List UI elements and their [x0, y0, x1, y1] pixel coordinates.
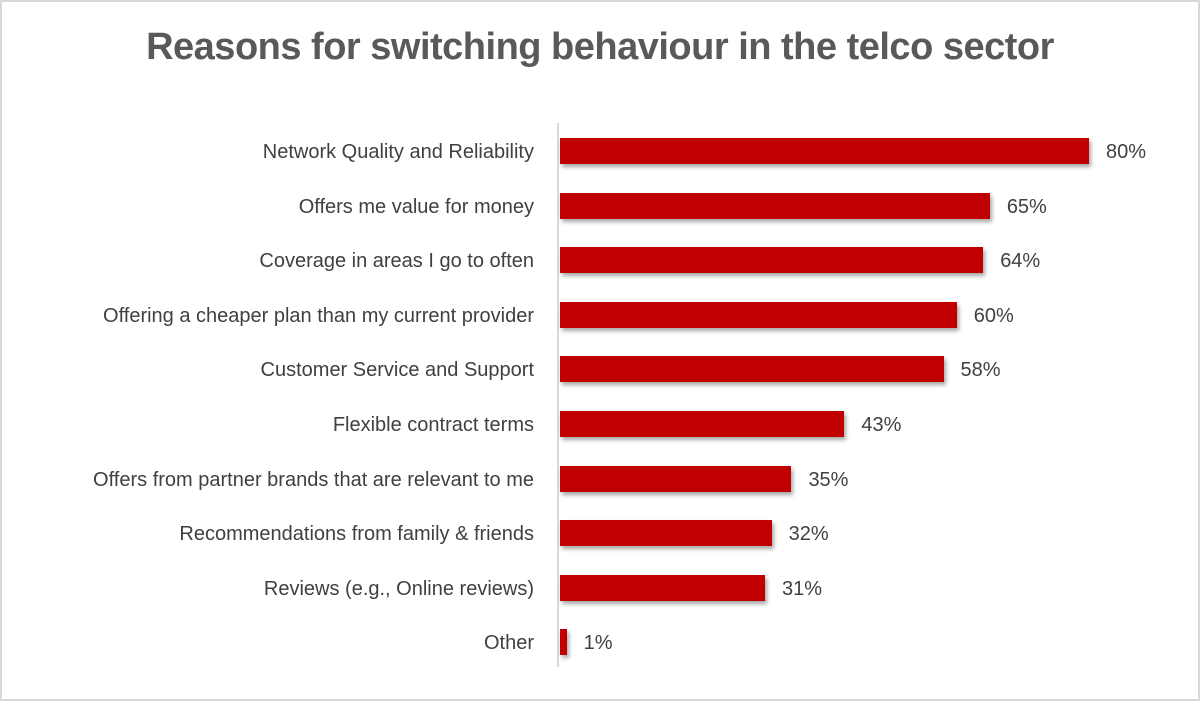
bar-row: Recommendations from family & friends 32%: [0, 520, 1200, 548]
bar: [560, 192, 990, 219]
value-label: 43%: [861, 414, 902, 436]
value-label: 65%: [1006, 195, 1047, 218]
value-label: 1%: [583, 632, 613, 655]
category-label: Customer Service and Support: [260, 359, 534, 382]
bar: [560, 520, 772, 547]
category-label: Other: [483, 632, 534, 655]
bar-row: Offers from partner brands that are rele…: [0, 465, 1200, 494]
category-label: Offers me value for money: [298, 195, 534, 218]
category-label: Network Quality and Reliability: [262, 141, 534, 163]
bar: [560, 301, 957, 328]
value-label: 64%: [1000, 250, 1041, 273]
bar-row: Other 1%: [0, 629, 1200, 657]
y-axis-line: [557, 123, 559, 667]
category-label: Reviews (e.g., Online reviews): [263, 577, 534, 600]
value-label: 32%: [788, 523, 829, 546]
category-label: Offering a cheaper plan than my current …: [103, 304, 534, 327]
bar-row: Offering a cheaper plan than my current …: [0, 301, 1200, 330]
value-label: 58%: [960, 359, 1001, 382]
bar-row: Coverage in areas I go to often 64%: [0, 247, 1200, 275]
bar-row: Offers me value for money 65%: [0, 192, 1200, 221]
bar: [560, 411, 845, 437]
category-label: Flexible contract terms: [332, 414, 534, 436]
bar-row: Customer Service and Support 58%: [0, 356, 1200, 384]
value-label: 35%: [808, 468, 849, 491]
bar: [560, 574, 765, 601]
bar-row: Network Quality and Reliability 80%: [0, 138, 1200, 166]
value-label: 31%: [781, 577, 823, 600]
chart-title: Reasons for switching behaviour in the t…: [146, 26, 1054, 68]
bar: [560, 465, 792, 492]
category-label: Recommendations from family & friends: [179, 523, 534, 546]
value-label: 60%: [973, 304, 1014, 327]
bar: [560, 629, 567, 656]
value-label: 80%: [1106, 141, 1147, 163]
bar: [560, 356, 944, 383]
bar-row: Reviews (e.g., Online reviews) 31%: [0, 574, 1200, 603]
bar: [560, 138, 1089, 164]
category-label: Offers from partner brands that are rele…: [93, 468, 534, 491]
bar-row: Flexible contract terms 43%: [0, 411, 1200, 439]
category-label: Coverage in areas I go to often: [259, 250, 534, 273]
bar: [560, 247, 984, 274]
